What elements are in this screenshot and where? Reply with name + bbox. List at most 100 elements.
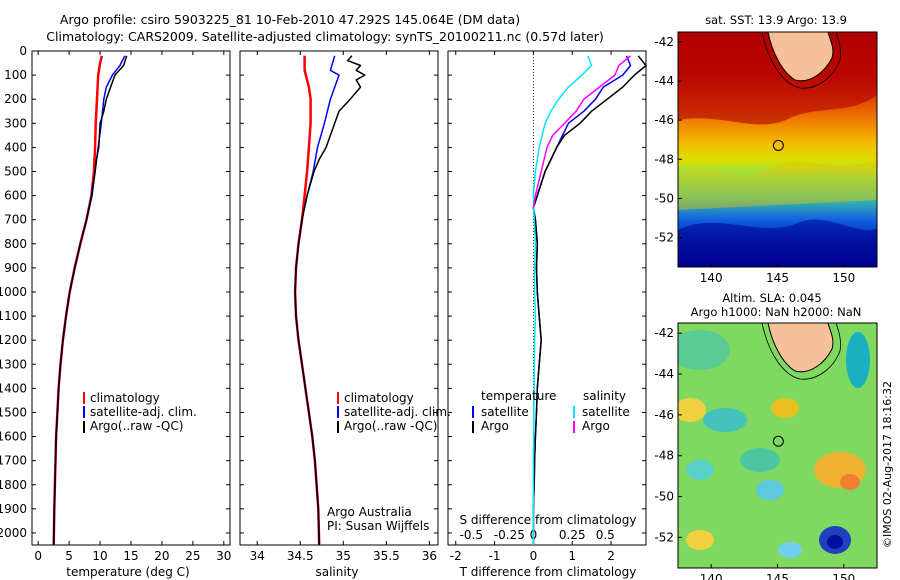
map-y-tick-label: -48	[654, 152, 674, 166]
salinity-xlabel: salinity	[315, 565, 358, 579]
depth-tick-label: 1500	[0, 405, 27, 419]
pi-text: PI: Susan Wijffels	[327, 519, 429, 533]
x-tick-label: -2	[450, 549, 462, 563]
map-y-tick-label: -48	[654, 449, 674, 463]
sla-argo-location-marker	[772, 435, 784, 447]
map-y-tick-label: -50	[654, 191, 674, 205]
x-tick-label: 0	[34, 549, 42, 563]
legend-label-sal-argo: Argo	[582, 419, 610, 433]
depth-tick-label: 400	[4, 140, 27, 154]
sla-map-subtitle: Argo h1000: NaN h2000: NaN	[691, 305, 862, 319]
map-x-tick-label: 150	[832, 271, 855, 285]
depth-tick-label: 1700	[0, 454, 27, 468]
sst-argo-location-marker	[772, 139, 784, 151]
sst-map-title: sat. SST: 13.9 Argo: 13.9	[705, 13, 847, 27]
map-y-tick-label: -50	[654, 490, 674, 504]
sst-map-axes: 140 145 150 -42 -44 -46 -48 -50 -52	[654, 35, 855, 285]
depth-tick-label: 700	[4, 213, 27, 227]
series-line-argo-raw-qc	[52, 55, 128, 546]
depth-tick-label: 100	[4, 68, 27, 82]
series-line-argo	[532, 55, 647, 545]
x-tick-label: 30	[216, 549, 231, 563]
x-tick-label: 5	[65, 549, 73, 563]
sla-map-axes: 140 145 150 -42 -44 -46 -48 -50 -52	[654, 326, 855, 580]
salinity-difference-tick-label: 0.25	[559, 528, 586, 542]
depth-tick-label: 1200	[0, 333, 27, 347]
x-tick-label: 36	[422, 549, 437, 563]
salinity-difference-axis: -0.5 -0.25 0 0.25 0.5	[460, 528, 615, 542]
x-tick-label: -1	[489, 549, 501, 563]
depth-tick-label: 200	[4, 92, 27, 106]
depth-tick-label: 900	[4, 261, 27, 275]
timestamp-stamp: ©IMOS 02-Aug-2017 18:16:32	[881, 381, 894, 548]
legend-label-satellite: satellite-adj. clim.	[90, 405, 197, 419]
temperature-plot-frame	[31, 50, 231, 546]
difference-series	[532, 55, 647, 545]
x-tick-label: 34	[250, 549, 265, 563]
map-y-tick-label: -46	[654, 113, 674, 127]
salinity-difference-tick-label: -0.5	[460, 528, 483, 542]
x-tick-label: 2	[607, 549, 615, 563]
depth-tick-label: 1100	[0, 309, 27, 323]
sla-heatmap	[678, 323, 877, 568]
depth-tick-label: 1900	[0, 502, 27, 516]
x-tick-label: 35	[336, 549, 351, 563]
title-line-1: Argo profile: csiro 5903225_81 10-Feb-20…	[60, 12, 520, 27]
map-x-tick-label: 140	[700, 572, 723, 580]
depth-tick-label: 500	[4, 164, 27, 178]
temperature-legend: climatology satellite-adj. clim. Argo(..…	[83, 391, 197, 433]
depth-tick-label: 800	[4, 237, 27, 251]
x-tick-label: 25	[185, 549, 200, 563]
map-y-tick-label: -52	[654, 530, 674, 544]
temperature-x-axis: 0 5 10 15 20 25 30	[34, 51, 231, 563]
salinity-legend: climatology satellite-adj. clim. Argo(..…	[327, 391, 451, 533]
series-line-argo-raw-qc	[294, 55, 366, 546]
x-tick-label: 34.5	[287, 549, 314, 563]
x-tick-label: 10	[92, 549, 107, 563]
map-y-tick-label: -42	[654, 326, 674, 340]
legend-label-argo: Argo(..raw -QC)	[90, 419, 183, 433]
map-x-tick-label: 145	[766, 271, 789, 285]
depth-tick-label: 1800	[0, 478, 27, 492]
depth-tick-label: 1300	[0, 357, 27, 371]
x-tick-label: 15	[123, 549, 138, 563]
x-tick-label: 20	[154, 549, 169, 563]
salinity-difference-tick-label: 0.5	[596, 528, 615, 542]
map-x-tick-label: 140	[700, 271, 723, 285]
salinity-series	[293, 55, 366, 546]
difference-plot-frame	[447, 50, 647, 546]
depth-tick-label: 600	[4, 189, 27, 203]
legend-title-salinity: salinity	[583, 389, 626, 403]
map-y-tick-label: -44	[654, 367, 674, 381]
map-y-tick-label: -46	[654, 408, 674, 422]
temperature-xlabel: temperature (deg C)	[66, 565, 189, 579]
legend-label-climatology: climatology	[90, 391, 160, 405]
map-y-tick-label: -52	[654, 231, 674, 245]
legend-label-temp-satellite: satellite	[481, 405, 529, 419]
salinity-x-axis: 34 34.5 35 35.5 36	[250, 51, 437, 563]
temperature-series	[52, 55, 128, 546]
legend-title-temperature: temperature	[481, 389, 556, 403]
depth-tick-label: 1600	[0, 430, 27, 444]
salinity-plot-frame	[239, 50, 439, 546]
legend-label-sal-satellite: satellite	[582, 405, 630, 419]
series-line-argo	[532, 55, 631, 208]
series-line-satellite	[532, 55, 593, 545]
legend-label-temp-argo: Argo	[481, 419, 509, 433]
sst-heatmap	[678, 32, 877, 267]
map-x-tick-label: 145	[766, 572, 789, 580]
legend-label-satellite: satellite-adj. clim.	[344, 405, 451, 419]
map-y-tick-label: -42	[654, 35, 674, 49]
difference-xlabel: T difference from climatology	[459, 565, 637, 579]
credit-text: Argo Australia	[327, 505, 412, 519]
x-tick-label: 0	[530, 549, 538, 563]
title-line-2: Climatology: CARS2009. Satellite-adjuste…	[46, 29, 603, 44]
salinity-difference-tick-label: -0.25	[494, 528, 525, 542]
x-tick-label: 35.5	[373, 549, 400, 563]
map-y-tick-label: -44	[654, 74, 674, 88]
depth-tick-label: 300	[4, 116, 27, 130]
salinity-difference-label: S difference from climatology	[460, 513, 637, 527]
depth-tick-label: 1400	[0, 381, 27, 395]
legend-label-argo: Argo(..raw -QC)	[344, 419, 437, 433]
